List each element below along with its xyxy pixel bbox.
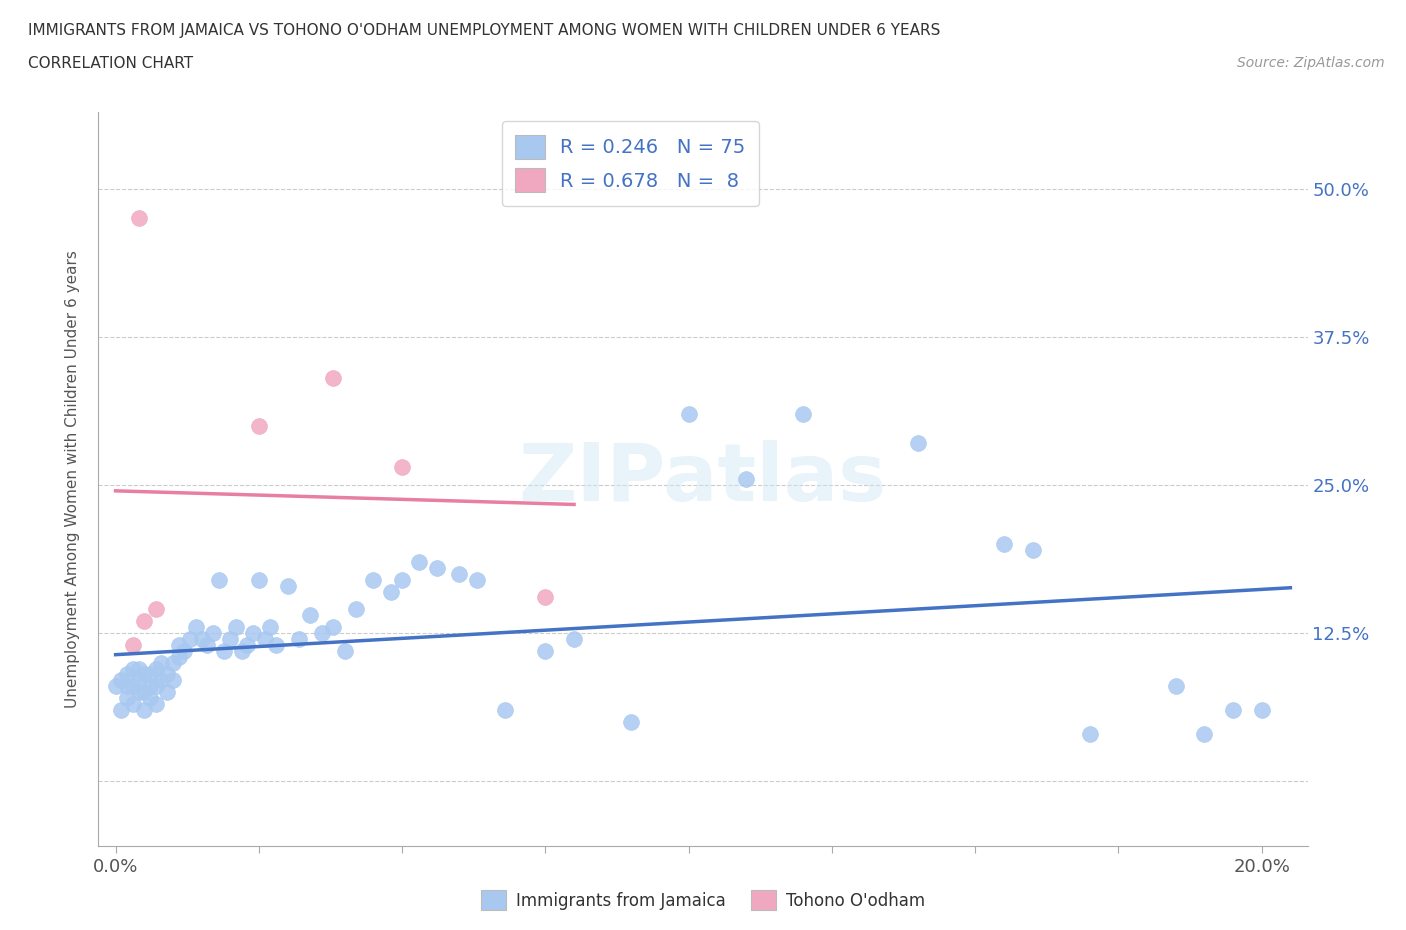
Point (1222, 702, 1244, 717)
Legend: R = 0.246   N = 75, R = 0.678   N =  8: R = 0.246 N = 75, R = 0.678 N = 8 (502, 121, 759, 206)
Point (277, 578, 299, 593)
Point (121, 661, 143, 676)
Point (1194, 726, 1216, 741)
Point (247, 418, 270, 433)
Point (139, 667, 162, 682)
Point (264, 637, 287, 652)
Point (184, 619, 207, 634)
Point (121, 697, 143, 711)
Point (195, 637, 218, 652)
Point (139, 679, 162, 694)
Point (231, 644, 253, 658)
Point (993, 537, 1015, 551)
Point (173, 644, 195, 658)
Point (121, 679, 143, 694)
Point (1164, 679, 1187, 694)
Point (190, 631, 212, 646)
Point (534, 590, 557, 604)
Point (150, 673, 173, 688)
Point (167, 637, 190, 652)
Point (391, 459, 413, 474)
Point (214, 644, 236, 658)
Point (1021, 542, 1043, 557)
Point (242, 626, 264, 641)
Point (1078, 726, 1101, 741)
Text: ZIPatlas: ZIPatlas (519, 440, 887, 518)
Point (534, 644, 557, 658)
Point (134, 614, 156, 629)
Point (162, 655, 184, 670)
Point (344, 602, 367, 617)
Point (236, 637, 259, 652)
Point (202, 626, 225, 641)
Point (128, 684, 150, 699)
Point (449, 566, 471, 581)
Point (167, 649, 190, 664)
Point (121, 637, 143, 652)
Point (219, 631, 242, 646)
Text: IMMIGRANTS FROM JAMAICA VS TOHONO O'ODHAM UNEMPLOYMENT AMONG WOMEN WITH CHILDREN: IMMIGRANTS FROM JAMAICA VS TOHONO O'ODHA… (28, 23, 941, 38)
Point (208, 572, 231, 587)
Point (333, 644, 356, 658)
Legend: Immigrants from Jamaica, Tohono O'odham: Immigrants from Jamaica, Tohono O'odham (474, 884, 932, 917)
Point (134, 684, 156, 699)
Point (150, 655, 173, 670)
Point (225, 619, 247, 634)
Point (311, 626, 333, 641)
Point (425, 561, 447, 576)
Point (139, 691, 162, 706)
Point (115, 679, 138, 694)
Point (145, 697, 167, 711)
Point (156, 667, 179, 682)
Point (110, 673, 132, 688)
Point (678, 406, 700, 421)
Point (322, 371, 344, 386)
Point (145, 679, 167, 694)
Text: Source: ZipAtlas.com: Source: ZipAtlas.com (1237, 56, 1385, 70)
Point (391, 572, 413, 587)
Point (299, 608, 322, 623)
Point (494, 702, 516, 717)
Point (115, 691, 138, 706)
Point (134, 702, 156, 717)
Y-axis label: Unemployment Among Women with Children Under 6 years: Unemployment Among Women with Children U… (65, 250, 80, 708)
Point (247, 572, 270, 587)
Point (1250, 702, 1272, 717)
Point (104, 679, 127, 694)
Point (907, 436, 929, 451)
Point (128, 211, 150, 226)
Point (145, 661, 167, 676)
Point (253, 631, 276, 646)
Point (134, 667, 156, 682)
Point (465, 572, 488, 587)
Point (408, 554, 430, 569)
Point (380, 584, 402, 599)
Point (322, 619, 344, 634)
Text: CORRELATION CHART: CORRELATION CHART (28, 56, 193, 71)
Point (179, 631, 201, 646)
Point (145, 602, 167, 617)
Point (735, 472, 758, 486)
Point (128, 673, 150, 688)
Point (288, 631, 311, 646)
Point (562, 631, 585, 646)
Point (115, 667, 138, 682)
Point (156, 684, 179, 699)
Point (363, 572, 385, 587)
Point (620, 714, 643, 729)
Point (259, 619, 281, 634)
Point (110, 702, 132, 717)
Point (792, 406, 814, 421)
Point (162, 673, 184, 688)
Point (128, 661, 150, 676)
